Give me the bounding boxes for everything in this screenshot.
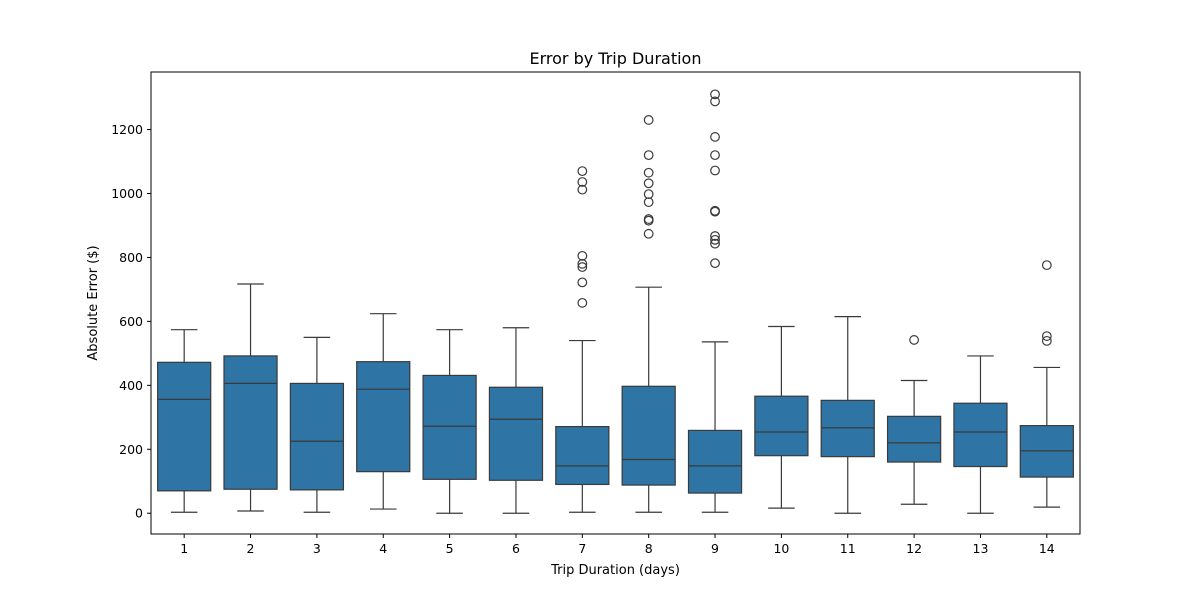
outlier-point bbox=[1041, 331, 1052, 341]
outlier-point bbox=[710, 132, 720, 142]
box-3 bbox=[289, 336, 345, 513]
box-14 bbox=[1019, 260, 1074, 508]
outlier-point bbox=[710, 89, 720, 100]
iqr-box bbox=[157, 361, 212, 492]
x-tick-label: 9 bbox=[711, 541, 719, 556]
y-axis: 0 200 400 600 800 1000 1200 bbox=[111, 122, 151, 521]
x-tick-label: 3 bbox=[313, 541, 321, 556]
outlier-point bbox=[577, 177, 588, 187]
box-13 bbox=[953, 355, 1008, 514]
x-tick-label: 13 bbox=[973, 541, 989, 556]
outlier-point bbox=[710, 165, 720, 176]
iqr-box bbox=[223, 355, 278, 490]
outlier-point bbox=[710, 258, 720, 269]
box-8 bbox=[621, 115, 676, 513]
x-tick-label: 5 bbox=[446, 541, 454, 556]
iqr-box bbox=[289, 382, 345, 491]
x-tick-label: 6 bbox=[512, 541, 520, 556]
box-1 bbox=[157, 329, 212, 513]
x-tick-label: 14 bbox=[1039, 541, 1055, 556]
plot-area bbox=[157, 89, 1074, 514]
outlier-point bbox=[710, 205, 720, 216]
x-tick-label: 8 bbox=[645, 541, 653, 556]
iqr-box bbox=[356, 361, 411, 473]
box-9 bbox=[687, 89, 743, 513]
outlier-point bbox=[577, 166, 588, 177]
outlier-point bbox=[909, 335, 920, 345]
outlier-point bbox=[577, 258, 588, 269]
outlier-point bbox=[1041, 335, 1052, 346]
outlier-point bbox=[1041, 260, 1052, 271]
x-tick-label: 4 bbox=[379, 541, 387, 556]
box-4 bbox=[356, 313, 411, 510]
outlier-point bbox=[643, 228, 654, 239]
y-tick-label: 0 bbox=[135, 506, 143, 521]
outlier-point bbox=[643, 197, 654, 208]
x-tick-label: 1 bbox=[180, 541, 188, 556]
x-tick-label: 2 bbox=[247, 541, 255, 556]
box-2 bbox=[223, 283, 278, 512]
outlier-point bbox=[710, 238, 720, 249]
x-axis: 1 2 3 4 5 6 7 8 9 10 11 12 13 14 bbox=[180, 534, 1055, 556]
outlier-point bbox=[577, 184, 588, 195]
iqr-box bbox=[488, 386, 544, 481]
outlier-point bbox=[710, 234, 720, 245]
box-7 bbox=[555, 166, 610, 513]
outlier-point bbox=[577, 250, 588, 261]
outlier-point bbox=[643, 214, 654, 224]
outlier-point bbox=[643, 178, 654, 189]
x-tick-label: 11 bbox=[840, 541, 856, 556]
iqr-box bbox=[687, 429, 743, 494]
iqr-box bbox=[555, 425, 610, 486]
outlier-point bbox=[643, 115, 654, 125]
outlier-point bbox=[577, 297, 588, 308]
outlier-point bbox=[643, 189, 654, 200]
box-5 bbox=[422, 329, 477, 514]
box-10 bbox=[754, 325, 809, 509]
y-tick-label: 200 bbox=[119, 442, 143, 457]
outlier-point bbox=[577, 262, 588, 272]
y-tick-label: 400 bbox=[119, 378, 143, 393]
iqr-box bbox=[820, 399, 875, 458]
plot-frame bbox=[150, 71, 1081, 535]
outlier-point bbox=[643, 167, 654, 178]
outlier-point bbox=[643, 150, 654, 161]
y-tick-label: 800 bbox=[119, 250, 143, 265]
iqr-box bbox=[886, 415, 942, 463]
box-12 bbox=[886, 335, 942, 505]
x-tick-label: 12 bbox=[906, 541, 922, 556]
iqr-box bbox=[754, 395, 809, 457]
x-tick-label: 10 bbox=[773, 541, 789, 556]
y-tick-label: 1000 bbox=[111, 186, 143, 201]
box-11 bbox=[820, 315, 875, 514]
outlier-point bbox=[710, 150, 720, 161]
iqr-box bbox=[621, 385, 676, 486]
iqr-box bbox=[422, 374, 477, 480]
y-tick-label: 1200 bbox=[111, 122, 143, 137]
outlier-point bbox=[577, 277, 588, 288]
outlier-point bbox=[710, 96, 720, 107]
chart-title: Error by Trip Duration bbox=[530, 49, 702, 68]
outlier-point bbox=[710, 231, 720, 241]
y-tick-label: 600 bbox=[119, 314, 143, 329]
x-axis-label: Trip Duration (days) bbox=[550, 563, 680, 578]
x-tick-label: 7 bbox=[578, 541, 586, 556]
box-6 bbox=[488, 327, 544, 514]
iqr-box bbox=[953, 402, 1008, 468]
y-axis-label: Absolute Error ($) bbox=[86, 245, 101, 360]
